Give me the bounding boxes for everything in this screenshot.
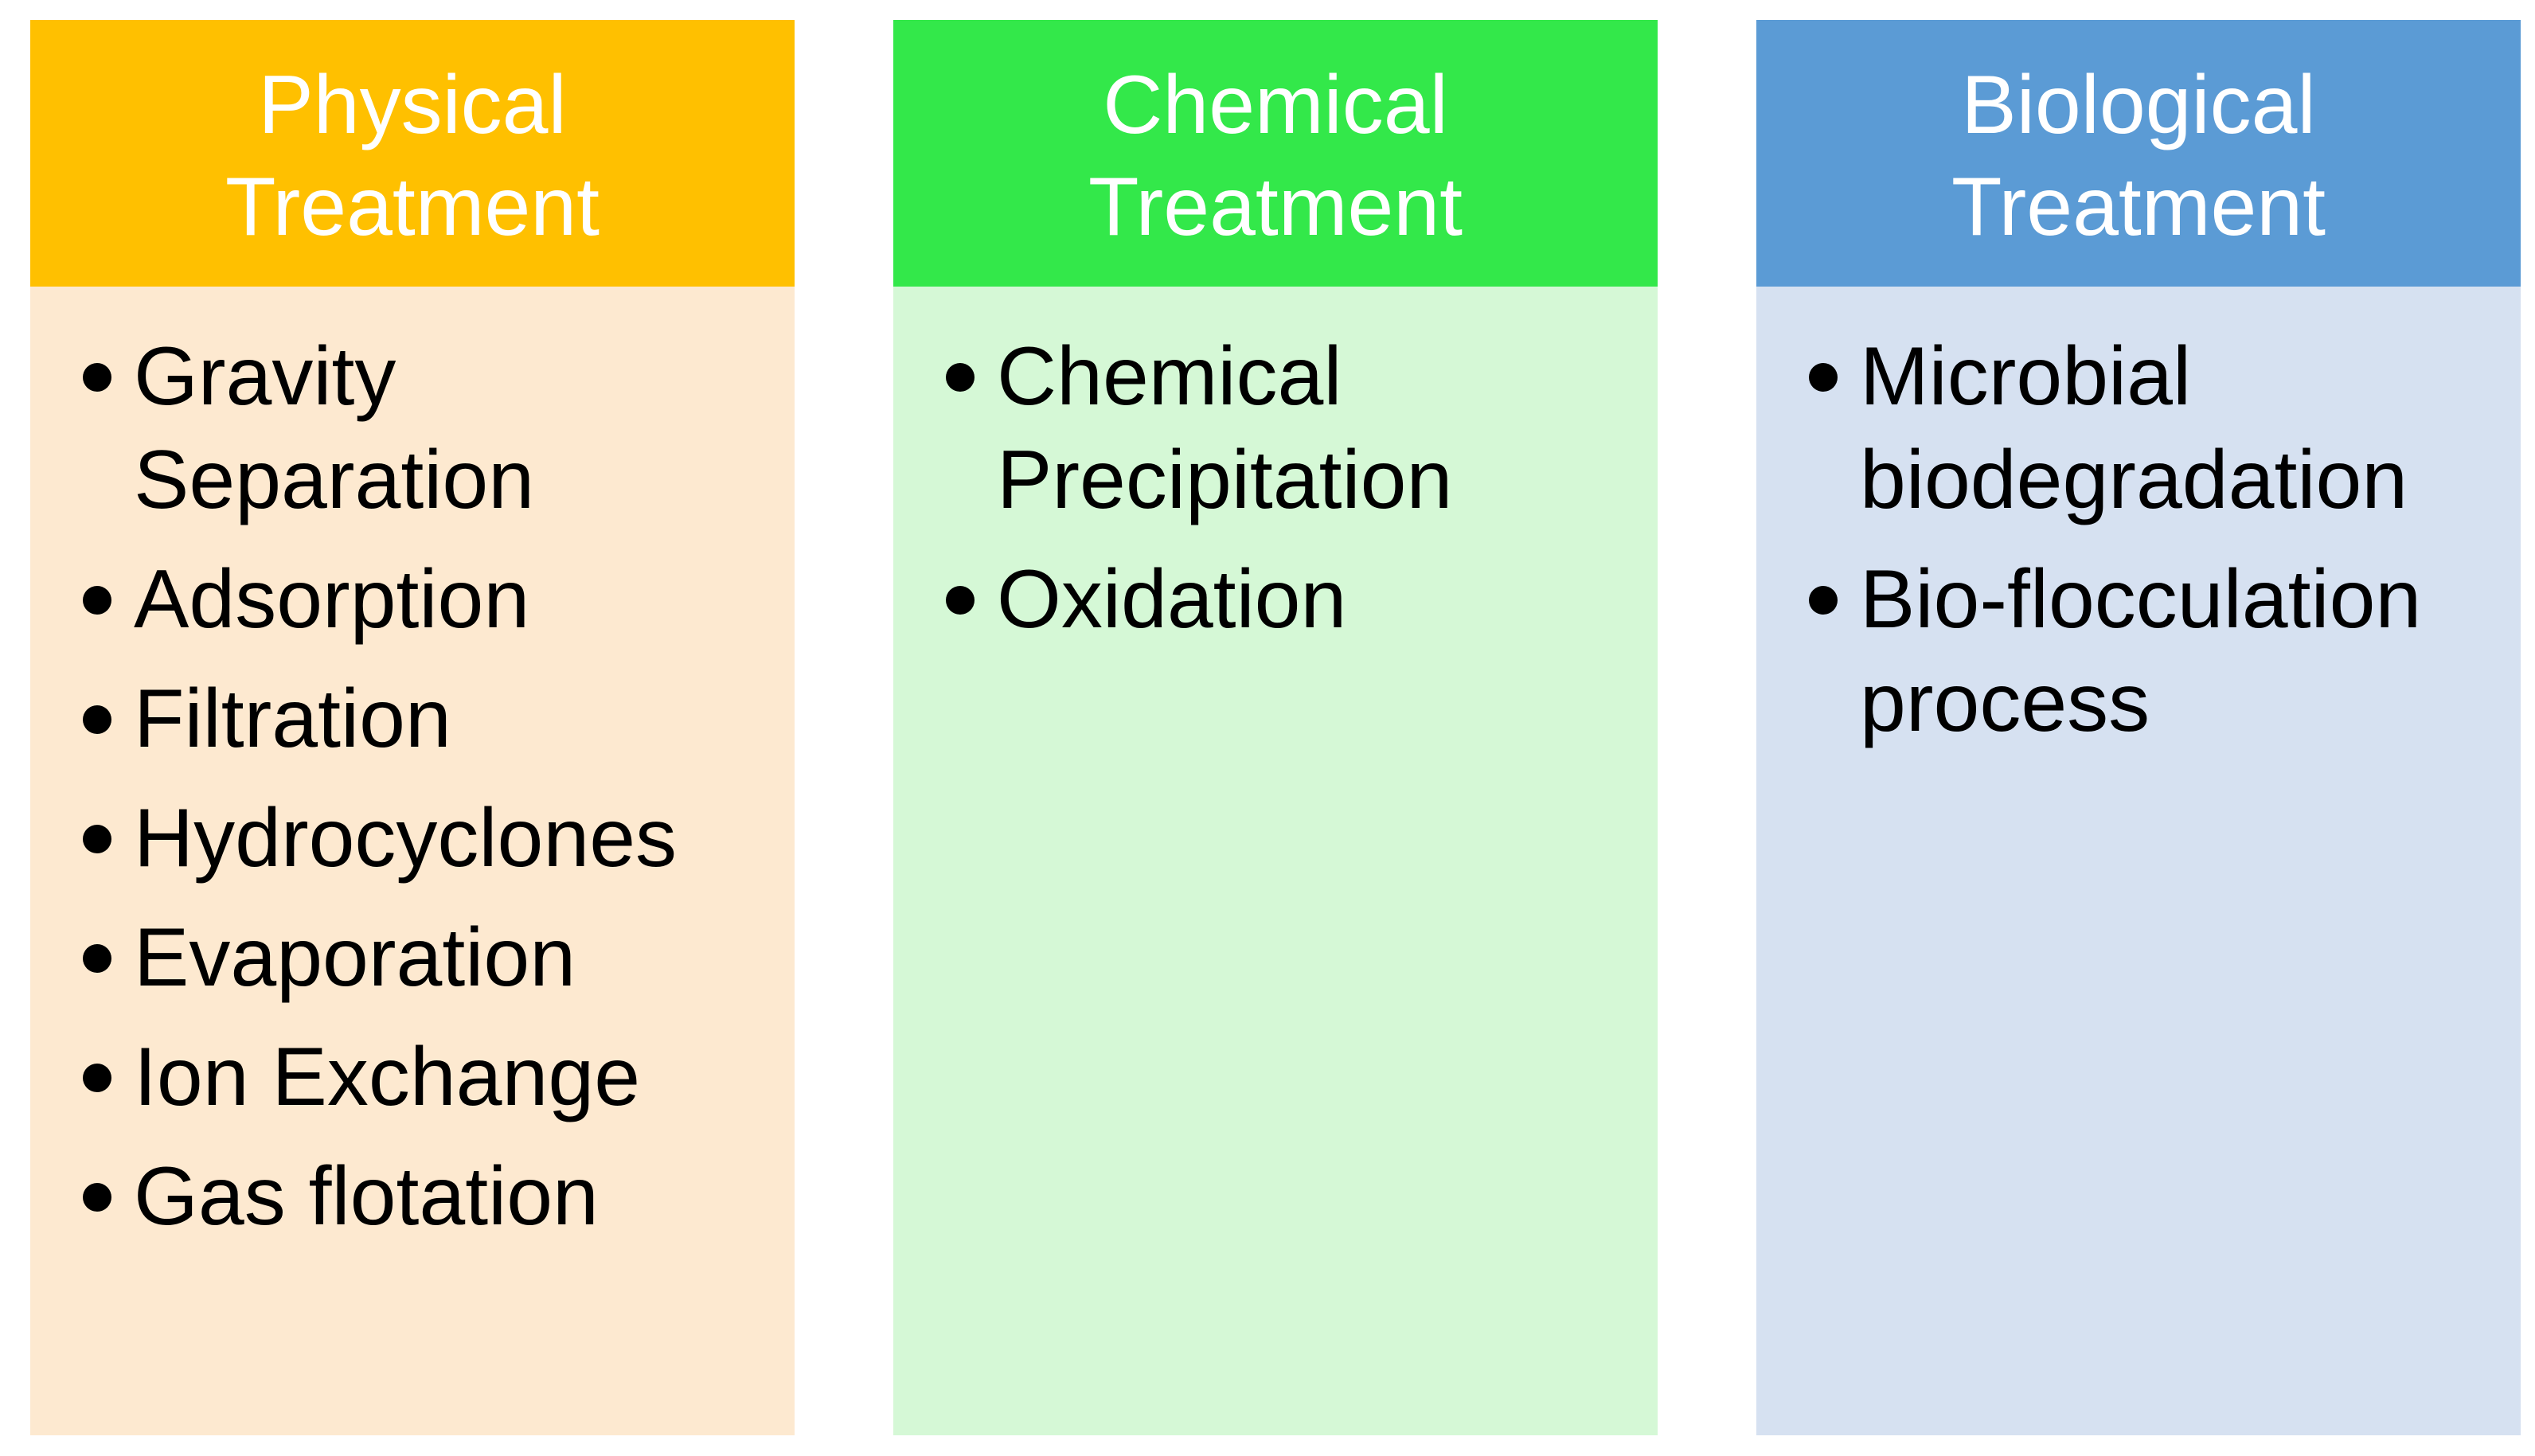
header-line-2: Treatment [1951, 160, 2326, 253]
column-biological-treatment: Biological Treatment Microbial biodegrad… [1756, 20, 2521, 1435]
item-list: Microbial biodegradation Bio-flocculatio… [1809, 325, 2489, 755]
column-chemical-treatment: Chemical Treatment Chemical Precipitatio… [893, 20, 1658, 1435]
item-list: Gravity Separation Adsorption Filtration… [83, 325, 763, 1248]
item-text: Evaporation [134, 911, 576, 1004]
list-item: Hydrocyclones [83, 787, 763, 890]
item-list: Chemical Precipitation Oxidation [946, 325, 1626, 651]
column-body: Chemical Precipitation Oxidation [893, 287, 1658, 1435]
item-text: Gravity Separation [134, 330, 535, 526]
item-text: Ion Exchange [134, 1031, 641, 1123]
header-line-1: Chemical [1103, 58, 1448, 151]
item-text: Adsorption [134, 553, 530, 646]
header-line-1: Biological [1961, 58, 2316, 151]
bullet-icon [83, 363, 111, 392]
column-header: Physical Treatment [30, 20, 795, 287]
list-item: Gravity Separation [83, 325, 534, 532]
bullet-icon [1809, 586, 1838, 615]
column-header: Biological Treatment [1756, 20, 2521, 287]
bullet-icon [83, 1064, 111, 1092]
item-text: Hydrocyclones [134, 792, 678, 884]
list-item: Bio-flocculation process [1809, 548, 2465, 755]
column-body: Gravity Separation Adsorption Filtration… [30, 287, 795, 1435]
item-text: Oxidation [997, 553, 1347, 646]
column-body: Microbial biodegradation Bio-flocculatio… [1756, 287, 2521, 1435]
list-item: Microbial biodegradation [1809, 325, 2465, 532]
item-text: Microbial biodegradation [1860, 330, 2408, 526]
item-text: Chemical Precipitation [997, 330, 1453, 526]
header-line-1: Physical [258, 58, 567, 151]
list-item: Adsorption [83, 548, 763, 651]
bullet-icon [83, 1183, 111, 1212]
bullet-icon [83, 825, 111, 853]
header-line-2: Treatment [1088, 160, 1463, 253]
header-line-2: Treatment [225, 160, 600, 253]
column-physical-treatment: Physical Treatment Gravity Separation Ad… [30, 20, 795, 1435]
bullet-icon [83, 944, 111, 973]
list-item: Ion Exchange [83, 1025, 763, 1129]
list-item: Filtration [83, 667, 763, 771]
list-item: Oxidation [946, 548, 1626, 651]
item-text: Bio-flocculation process [1860, 553, 2422, 749]
list-item: Evaporation [83, 906, 763, 1009]
bullet-icon [83, 705, 111, 734]
bullet-icon [83, 586, 111, 615]
list-item: Chemical Precipitation [946, 325, 1514, 532]
list-item: Gas flotation [83, 1145, 763, 1248]
column-header: Chemical Treatment [893, 20, 1658, 287]
bullet-icon [946, 363, 975, 392]
item-text: Gas flotation [134, 1150, 599, 1243]
bullet-icon [1809, 363, 1838, 392]
bullet-icon [946, 586, 975, 615]
item-text: Filtration [134, 673, 451, 765]
